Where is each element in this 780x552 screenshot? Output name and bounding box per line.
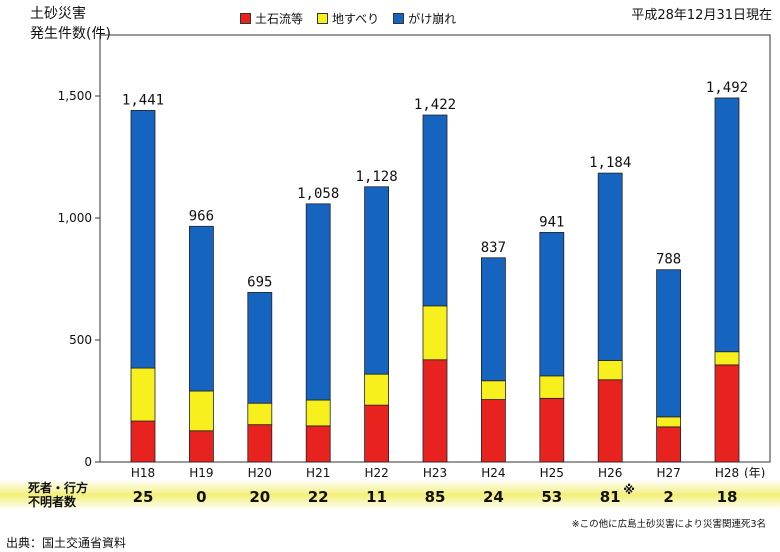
bar-segment-debris — [188, 430, 214, 463]
bar-segment-debris — [247, 424, 273, 463]
bar-segment-landslide — [364, 373, 390, 406]
bar-segment-cliff — [597, 172, 623, 361]
legend-item-landslide: 地すべり — [317, 10, 379, 27]
casualty-value: 2 — [663, 488, 673, 506]
x-tick-label: H20 — [248, 466, 272, 478]
as-of-date: 平成28年12月31日現在 — [631, 8, 772, 23]
casualty-band: 25 0 20 22 11 85 24 53 81 2 18 ※ — [0, 480, 780, 510]
bar-segment-debris — [597, 379, 623, 463]
total-label: 1,441 — [122, 92, 164, 108]
bar-segment-landslide — [714, 351, 740, 366]
legend-item-debris: 土石流等 — [240, 10, 303, 27]
legend-label-cliff: がけ崩れ — [408, 12, 457, 26]
casualty-value: 25 — [133, 488, 154, 506]
bar-chart: 0 500 1,000 1,500 1,441 H18 966 H19 695 H20 1,058 H… — [58, 34, 771, 478]
bar-segment-debris — [714, 364, 740, 463]
casualty-value: 85 — [425, 488, 446, 506]
casualty-asterisk: ※ — [623, 483, 635, 497]
bar-segment-landslide — [247, 402, 273, 426]
bar-segment-landslide — [539, 375, 565, 399]
total-label: 788 — [656, 252, 681, 268]
bar-segment-landslide — [480, 380, 506, 400]
bar-segment-debris — [656, 426, 681, 463]
bar-segment-debris — [539, 397, 565, 463]
total-label: 695 — [247, 274, 272, 290]
bar-segment-cliff — [656, 269, 681, 418]
legend-label-landslide: 地すべり — [332, 12, 380, 26]
legend-item-cliff: がけ崩れ — [393, 10, 456, 27]
x-tick-label: H24 — [481, 466, 505, 478]
total-label: 1,128 — [356, 169, 398, 185]
x-axis-unit: (年) — [744, 466, 765, 478]
legend-swatch-landslide — [317, 13, 329, 24]
total-label: 1,422 — [414, 97, 456, 113]
x-tick-label: H21 — [306, 466, 330, 478]
x-tick-label: H23 — [423, 466, 447, 478]
footnote: ※この他に広島土砂災害により災害関連死3名 — [571, 519, 766, 530]
y-tick-label: 500 — [69, 333, 92, 347]
casualty-value: 22 — [308, 488, 329, 506]
bar-segment-debris — [305, 425, 331, 463]
bar-segment-cliff — [364, 186, 390, 375]
casualty-band-bg — [0, 480, 780, 510]
bar-segment-cliff — [422, 114, 448, 307]
bar-segment-debris — [364, 404, 390, 463]
total-label: 1,184 — [589, 155, 631, 171]
x-tick-label: H22 — [364, 466, 388, 478]
bar-segment-cliff — [130, 109, 156, 369]
bar-segment-cliff — [188, 225, 214, 392]
casualty-value: 18 — [717, 488, 738, 506]
total-label: 1,058 — [297, 186, 339, 202]
bar-segment-debris — [422, 359, 448, 463]
bar-segment-landslide — [188, 390, 214, 432]
legend-swatch-cliff — [393, 13, 405, 24]
legend-label-debris: 土石流等 — [255, 12, 304, 26]
bar-segment-debris — [130, 420, 156, 463]
x-tick-label: H27 — [656, 466, 680, 478]
y-axis-title-line2: 発生件数(件) — [30, 26, 111, 42]
bar-segment-landslide — [130, 367, 156, 422]
x-tick-label: H28 — [715, 466, 739, 478]
x-tick-label: H19 — [189, 466, 213, 478]
bar-segment-debris — [480, 399, 506, 463]
bar-segment-cliff — [480, 257, 506, 382]
y-axis-title: 土砂災害 発生件数(件) — [30, 4, 111, 44]
total-label: 1,492 — [706, 80, 748, 96]
y-tick-label: 0 — [84, 455, 92, 469]
bar-segment-landslide — [597, 360, 623, 381]
casualty-value: 11 — [366, 488, 387, 506]
bar-segment-landslide — [305, 399, 331, 427]
source-note: 出典：国土交通省資料 — [6, 536, 127, 550]
bar-segment-cliff — [539, 231, 565, 377]
casualty-label: 死者・行方 不明者数 — [28, 481, 88, 509]
bar-segment-cliff — [714, 97, 740, 353]
casualty-label-line1: 死者・行方 — [28, 481, 89, 495]
casualty-value: 53 — [541, 488, 562, 506]
bar-segment-landslide — [422, 305, 448, 361]
y-tick-label: 1,000 — [58, 211, 92, 225]
legend-swatch-debris — [240, 13, 251, 24]
casualty-label-line2: 不明者数 — [28, 495, 77, 509]
bar-segment-cliff — [305, 203, 331, 401]
casualty-value: 20 — [249, 488, 270, 506]
casualty-value: 24 — [483, 488, 504, 506]
total-label: 941 — [539, 214, 564, 230]
total-label: 966 — [189, 208, 214, 224]
x-tick-label: H25 — [540, 466, 564, 478]
y-tick-label: 1,500 — [58, 89, 92, 103]
casualty-value: 81 — [600, 488, 621, 506]
total-label: 837 — [481, 240, 506, 256]
x-tick-label: H26 — [598, 466, 622, 478]
x-tick-label: H18 — [131, 466, 155, 478]
legend: 土石流等 地すべり がけ崩れ — [240, 10, 456, 27]
bar-segment-landslide — [656, 416, 681, 428]
casualty-value: 0 — [196, 488, 206, 506]
y-axis-title-line1: 土砂災害 — [30, 6, 86, 22]
bar-segment-cliff — [247, 292, 273, 404]
